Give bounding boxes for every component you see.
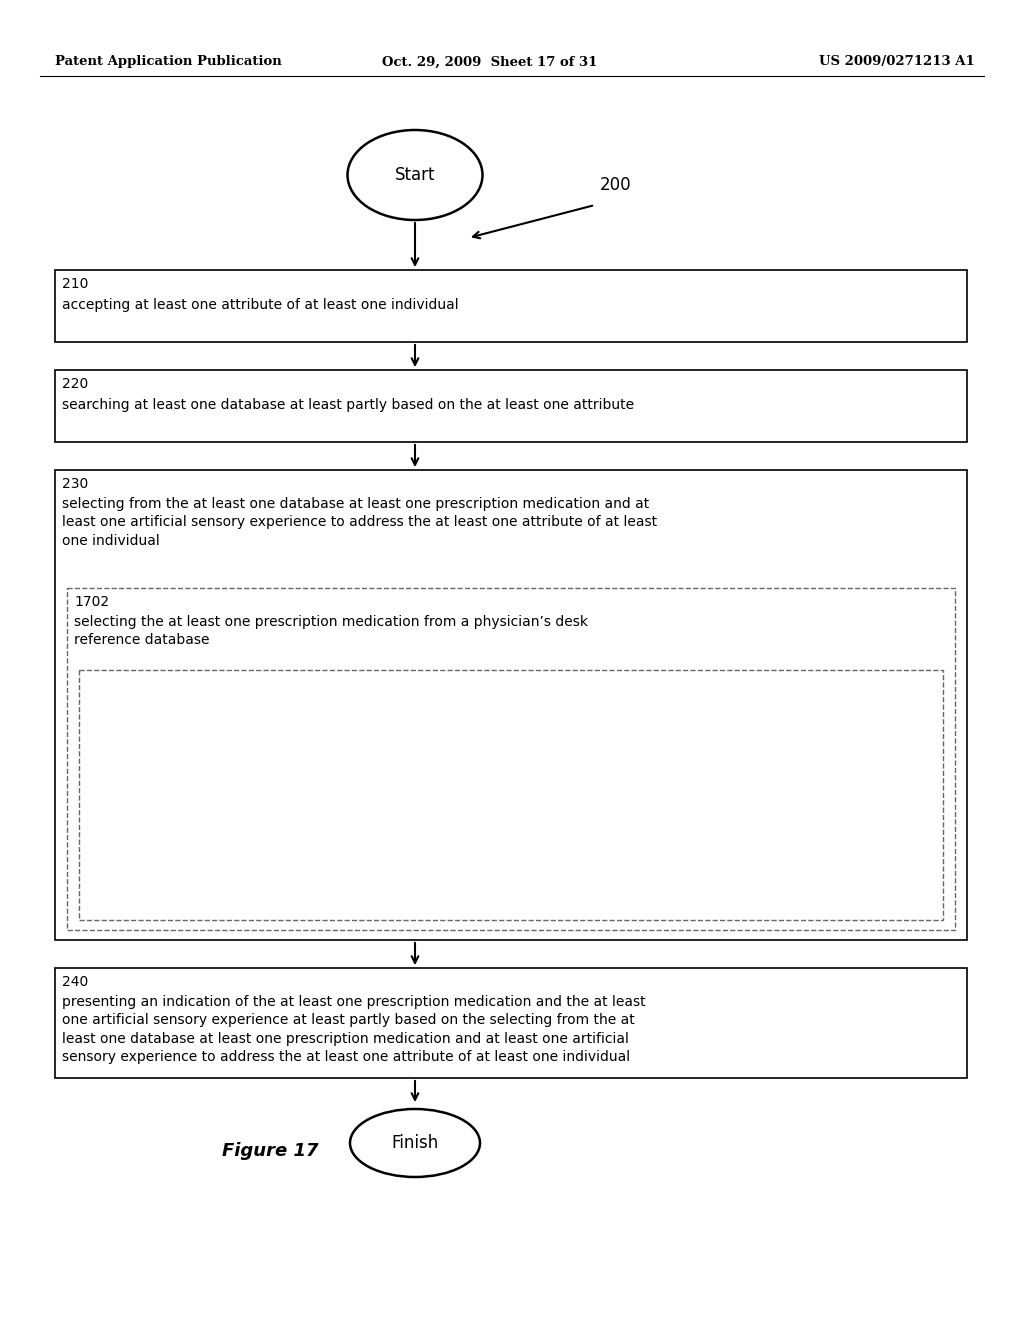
Text: Patent Application Publication: Patent Application Publication bbox=[55, 55, 282, 69]
Text: 1702: 1702 bbox=[74, 595, 110, 609]
Text: Finish: Finish bbox=[391, 1134, 438, 1152]
Text: selecting from the at least one database at least one prescription medication an: selecting from the at least one database… bbox=[62, 498, 657, 548]
Text: 220: 220 bbox=[62, 378, 88, 391]
Bar bbox=[67, 587, 955, 931]
Bar bbox=[55, 470, 967, 940]
Text: US 2009/0271213 A1: US 2009/0271213 A1 bbox=[819, 55, 975, 69]
Text: 240: 240 bbox=[62, 975, 88, 989]
Text: selecting the at least one prescription medication from a physician’s desk
refer: selecting the at least one prescription … bbox=[74, 615, 588, 647]
Text: Figure 17: Figure 17 bbox=[222, 1142, 318, 1160]
Text: 200: 200 bbox=[600, 176, 632, 194]
Text: Start: Start bbox=[394, 166, 435, 183]
Text: selecting at least one of an analgesic, an antacid, an antiarrhythmic, an
antiba: selecting at least one of an analgesic, … bbox=[86, 697, 616, 875]
Text: searching at least one database at least partly based on the at least one attrib: searching at least one database at least… bbox=[62, 399, 634, 412]
Text: Oct. 29, 2009  Sheet 17 of 31: Oct. 29, 2009 Sheet 17 of 31 bbox=[382, 55, 598, 69]
Text: accepting at least one attribute of at least one individual: accepting at least one attribute of at l… bbox=[62, 298, 459, 312]
Text: 210: 210 bbox=[62, 277, 88, 290]
Bar bbox=[79, 671, 943, 920]
Text: 1704: 1704 bbox=[86, 677, 121, 690]
Bar bbox=[55, 271, 967, 342]
Bar bbox=[55, 370, 967, 442]
Text: 230: 230 bbox=[62, 477, 88, 491]
Bar bbox=[55, 968, 967, 1078]
Text: presenting an indication of the at least one prescription medication and the at : presenting an indication of the at least… bbox=[62, 995, 645, 1064]
